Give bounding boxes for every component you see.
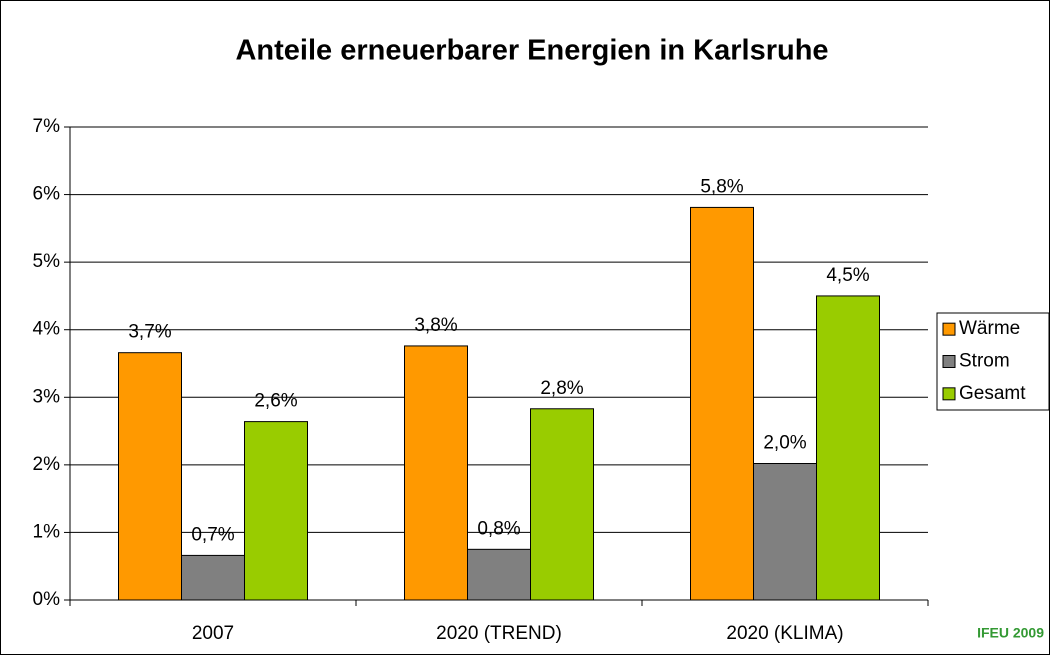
- y-tick-label: 7%: [33, 116, 61, 137]
- legend-label: Wärme: [959, 318, 1020, 339]
- value-label: 4,5%: [826, 265, 869, 286]
- bar: [181, 554, 245, 601]
- value-label: 3,8%: [414, 315, 457, 336]
- legend-label: Gesamt: [959, 383, 1026, 404]
- x-tick-label: 2020 (TREND): [436, 623, 562, 644]
- value-label: 2,6%: [254, 391, 297, 412]
- value-label: 0,7%: [191, 524, 234, 545]
- value-label: 2,8%: [540, 378, 583, 399]
- y-tick-label: 0%: [33, 589, 61, 610]
- y-tick-label: 6%: [33, 184, 61, 205]
- chart-title: Anteile erneuerbarer Energien in Karlsru…: [235, 35, 828, 67]
- bar: [404, 345, 468, 601]
- value-label: 0,8%: [477, 518, 520, 539]
- legend-swatch: [942, 355, 956, 368]
- x-tick-label: 2020 (KLIMA): [726, 623, 843, 644]
- bar: [816, 295, 880, 601]
- bar: [467, 548, 531, 601]
- y-tick-label: 4%: [33, 319, 61, 340]
- y-tick-label: 3%: [33, 386, 61, 407]
- legend-swatch: [942, 322, 956, 336]
- value-label: 5,8%: [700, 176, 743, 197]
- bar: [690, 206, 754, 601]
- source-note: IFEU 2009: [977, 625, 1044, 641]
- y-tick-label: 1%: [33, 521, 61, 542]
- bar: [753, 463, 817, 601]
- legend-label: Strom: [959, 351, 1010, 372]
- legend-box: [936, 312, 1050, 411]
- legend-swatch: [942, 387, 956, 401]
- y-tick-label: 2%: [33, 454, 61, 475]
- x-tick-label: 2007: [192, 623, 234, 644]
- bar: [118, 352, 182, 601]
- bar: [530, 408, 594, 601]
- value-label: 3,7%: [128, 322, 171, 343]
- y-tick-label: 5%: [33, 251, 61, 272]
- bar: [244, 421, 308, 601]
- value-label: 2,0%: [763, 433, 806, 454]
